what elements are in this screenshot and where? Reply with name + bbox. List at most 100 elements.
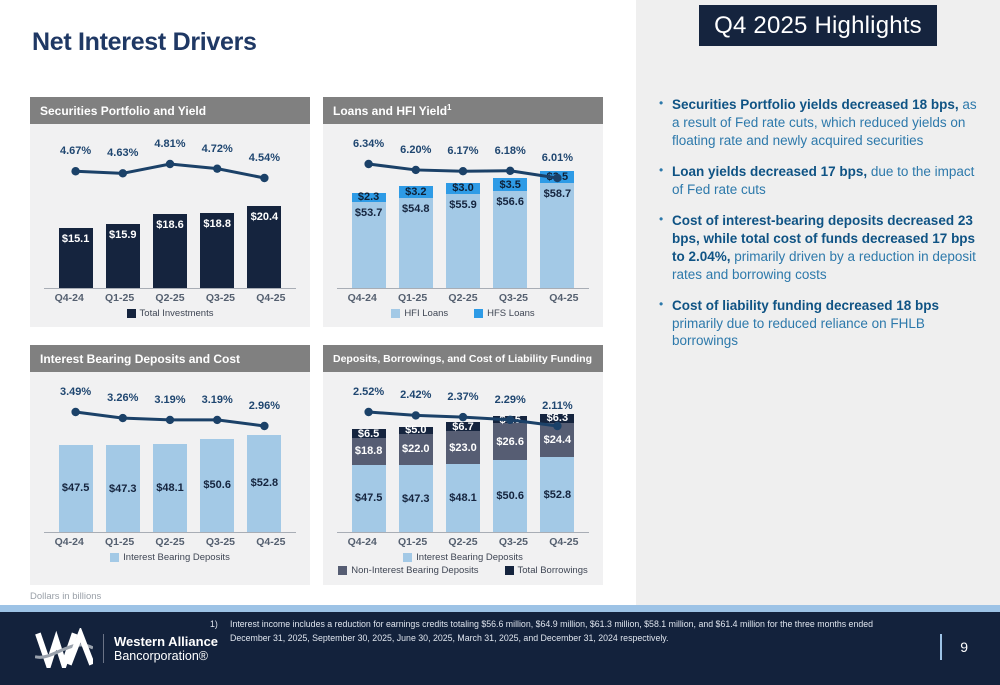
yield-percent-label: 4.63% (107, 147, 139, 160)
legend-item: Interest Bearing Deposits (403, 552, 523, 563)
bar-value-label: $48.1 (449, 491, 477, 504)
highlight-bullet: Cost of interest-bearing deposits decrea… (656, 212, 986, 284)
yield-percent-label: 2.96% (248, 400, 280, 412)
chart-interest-bearing-deposits: Interest Bearing Deposits and Cost $47.5… (30, 345, 310, 585)
highlight-bold-text: Loan yields decreased 17 bps, (672, 163, 868, 179)
x-axis-label: Q4-25 (256, 536, 286, 548)
yield-percent-label: 3.49% (59, 386, 92, 398)
legend-label: HFI Loans (404, 308, 449, 319)
footer: Western Alliance Bancorporation® 1) Inter… (0, 612, 1000, 685)
legend-label: HFS Loans (487, 308, 535, 319)
yield-percent-label: 6.18% (494, 144, 526, 157)
bar-segment: $48.1 (152, 443, 187, 532)
bar-securities-Q2-25: $18.6 (146, 213, 193, 288)
yield-percent-label: 4.72% (201, 142, 233, 155)
bar-loans-Q4-24: $53.7 $2.3 (345, 191, 392, 288)
bar-value-label: $50.6 (496, 490, 524, 503)
legend-label: Interest Bearing Deposits (416, 552, 523, 563)
yield-percent-label: 2.42% (400, 389, 432, 402)
highlights-panel: Q4 2025 Highlights Securities Portfolio … (636, 0, 1000, 605)
chart-x-axis: Q4-24 Q1-25 Q2-25 Q3-25 Q4-25 (337, 532, 589, 548)
bar-securities-Q3-25: $18.8 (194, 212, 241, 288)
bar-value-label: $47.5 (354, 492, 383, 505)
bar-value-label: $22.0 (402, 443, 430, 456)
x-axis-label: Q3-25 (205, 292, 236, 304)
bar-segment: $4.5 (493, 414, 528, 426)
bar-funding-Q3-25: $50.6 $26.6 $4.5 (487, 414, 534, 532)
yield-percent-label: 4.54% (248, 152, 280, 164)
footnote-ref: 1) (210, 619, 218, 629)
bar-value-label: $47.3 (109, 482, 137, 495)
bar-segment: $47.5 (351, 464, 386, 532)
legend-swatch (391, 309, 401, 318)
bar-segment: $3.2 (398, 186, 433, 198)
bar-segment: $5.0 (398, 424, 433, 437)
yield-percent-label: 3.19% (201, 393, 233, 406)
x-axis-label: Q3-25 (205, 536, 236, 548)
chart-title: Securities Portfolio and Yield (40, 103, 207, 118)
chart-loans-hfi-yield: Loans and HFI Yield1 $53.7 $2.3 $54.8 $3.2 $… (323, 97, 603, 327)
chart-x-axis: Q4-24 Q1-25 Q2-25 Q3-25 Q4-25 (337, 288, 589, 304)
bar-segment: $23.0 (445, 431, 480, 464)
bar-value-label: $18.8 (203, 217, 231, 230)
bar-value-label: $6.5 (357, 427, 380, 440)
bar-value-label: $52.8 (250, 477, 279, 490)
chart-legend: HFI Loans HFS Loans (323, 308, 603, 319)
bar-segment: $50.6 (200, 438, 235, 532)
chart-title: Interest Bearing Deposits and Cost (40, 351, 241, 366)
bar-value-label: $47.3 (402, 492, 430, 505)
x-axis-label: Q1-25 (105, 536, 135, 548)
bar-segment: $50.6 (493, 460, 528, 532)
bar-segment: $47.3 (398, 465, 433, 532)
chart-x-axis: Q4-24 Q1-25 Q2-25 Q3-25 Q4-25 (44, 532, 296, 548)
footnote-text: Interest income includes a reduction for… (230, 619, 874, 644)
yield-percent-label: 2.37% (447, 391, 479, 404)
bar-loans-Q4-25: $58.7 $3.5 (534, 170, 581, 288)
chart-header: Interest Bearing Deposits and Cost (30, 345, 310, 372)
chart-legend: Total Investments (30, 308, 310, 319)
bar-segment: $18.8 (200, 212, 235, 288)
x-axis-label: Q4-25 (549, 536, 579, 548)
bar-value-label: $47.5 (61, 482, 90, 495)
bar-value-label: $3.5 (546, 171, 569, 184)
highlight-rest-text: due to the impact of Fed rate cuts (672, 163, 975, 197)
bar-value-label: $15.9 (109, 229, 137, 242)
bar-value-label: $58.7 (543, 188, 572, 201)
bar-loans-Q2-25: $55.9 $3.0 (439, 182, 486, 288)
bar-value-label: $50.6 (203, 479, 231, 492)
highlight-rest-text: primarily driven by a reduction in depos… (672, 248, 976, 282)
legend-item: Total Borrowings (504, 565, 588, 576)
bar-ibd-Q2-25: $48.1 (146, 443, 193, 532)
bar-segment: $6.5 (351, 427, 386, 440)
x-axis-label: Q2-25 (155, 292, 185, 304)
yield-percent-label: 3.19% (154, 393, 186, 406)
bar-value-label: $53.7 (354, 206, 383, 219)
bar-segment: $52.8 (247, 434, 282, 532)
chart-header: Loans and HFI Yield1 (323, 97, 603, 124)
chart-x-axis: Q4-24 Q1-25 Q2-25 Q3-25 Q4-25 (44, 288, 296, 304)
bar-securities-Q1-25: $15.9 (99, 224, 146, 288)
bar-securities-Q4-25: $20.4 (241, 206, 288, 288)
bar-funding-Q1-25: $47.3 $22.0 $5.0 (392, 424, 439, 532)
bar-value-label: $26.6 (496, 435, 524, 448)
legend-swatch (403, 553, 413, 562)
chart-header: Securities Portfolio and Yield (30, 97, 310, 124)
yield-percent-label: 2.29% (494, 393, 526, 406)
bar-value-label: $5.0 (405, 424, 427, 437)
bar-segment: $24.4 (540, 422, 575, 458)
highlight-bold-text: Cost of interest-bearing deposits decrea… (672, 212, 976, 264)
x-axis-label: Q4-25 (256, 292, 286, 304)
bar-ibd-Q1-25: $47.3 (99, 445, 146, 532)
x-axis-label: Q3-25 (498, 536, 529, 548)
chart-legend: Interest Bearing Deposits Non-Interest Be… (323, 552, 603, 576)
highlight-bold-text: Cost of liability funding decreased 18 b… (672, 297, 940, 313)
highlights-title: Q4 2025 Highlights (714, 11, 922, 39)
chart-plot-area: $47.5 $18.8 $6.5 $47.3 $22.0 $5.0 $48.1 $23.0 $6… (323, 372, 603, 532)
legend-item: Total Investments (126, 308, 214, 319)
bar-ibd-Q3-25: $50.6 (194, 438, 241, 532)
highlights-title-box: Q4 2025 Highlights (699, 5, 937, 46)
bar-value-label: $2.3 (357, 191, 380, 204)
bar-segment: $53.7 (351, 201, 386, 288)
bar-value-label: $23.0 (449, 441, 477, 454)
legend-label: Total Investments (139, 308, 214, 319)
